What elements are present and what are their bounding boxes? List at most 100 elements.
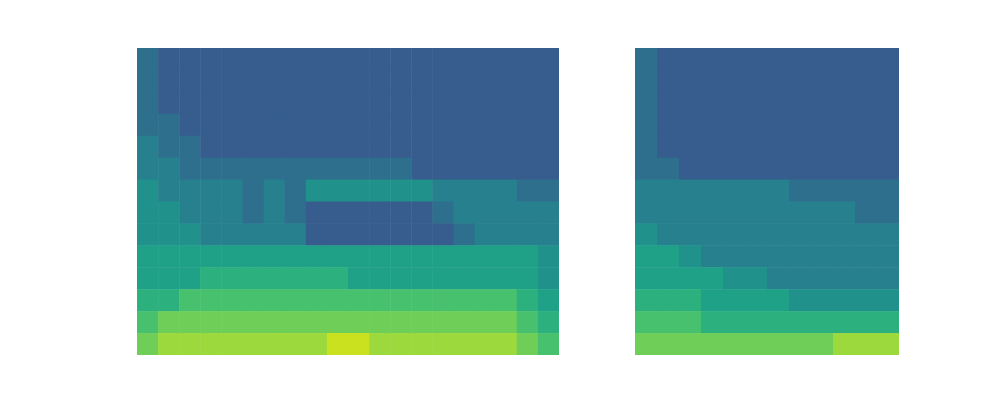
cell <box>855 311 878 333</box>
cell <box>327 289 349 311</box>
cell <box>137 289 159 311</box>
cell <box>745 223 768 245</box>
cell <box>767 333 790 355</box>
cell <box>811 180 834 202</box>
cell <box>679 245 702 267</box>
cell <box>635 202 658 224</box>
cell <box>327 114 349 136</box>
cell <box>767 180 790 202</box>
cell <box>390 267 412 289</box>
cell <box>833 70 856 92</box>
cell <box>243 114 265 136</box>
cell <box>200 136 222 158</box>
cell <box>496 267 518 289</box>
cell <box>369 202 391 224</box>
cell <box>855 267 878 289</box>
cell <box>635 245 658 267</box>
cell <box>723 136 746 158</box>
cell <box>243 311 265 333</box>
cell <box>475 180 497 202</box>
cell <box>475 48 497 70</box>
cell <box>811 158 834 180</box>
cell <box>327 223 349 245</box>
cell <box>745 114 768 136</box>
cell <box>285 202 307 224</box>
cell <box>327 180 349 202</box>
cell <box>855 180 878 202</box>
cell <box>158 267 180 289</box>
cell <box>179 114 201 136</box>
cell <box>306 158 328 180</box>
cell <box>432 289 454 311</box>
cell <box>877 70 899 92</box>
cell <box>221 180 243 202</box>
cell <box>137 245 159 267</box>
cell <box>137 136 159 158</box>
cell <box>306 114 328 136</box>
cell <box>517 223 539 245</box>
cell <box>877 114 899 136</box>
cell <box>517 311 539 333</box>
cell <box>833 245 856 267</box>
cell <box>723 289 746 311</box>
cell <box>285 245 307 267</box>
cell <box>411 114 433 136</box>
cell <box>137 92 159 114</box>
cell <box>200 223 222 245</box>
cell <box>306 333 328 355</box>
cell <box>454 180 476 202</box>
cell <box>877 136 899 158</box>
cell <box>723 267 746 289</box>
cell <box>348 92 370 114</box>
cell <box>767 311 790 333</box>
cell <box>635 136 658 158</box>
cell <box>745 333 768 355</box>
cell <box>348 202 370 224</box>
cell <box>137 180 159 202</box>
cell <box>454 114 476 136</box>
cell <box>432 70 454 92</box>
cell <box>221 245 243 267</box>
cell <box>327 136 349 158</box>
cell <box>635 267 658 289</box>
cell <box>411 333 433 355</box>
cell <box>657 333 680 355</box>
cell <box>200 333 222 355</box>
cell <box>723 223 746 245</box>
cell <box>390 180 412 202</box>
cell <box>496 114 518 136</box>
cell <box>243 136 265 158</box>
cell <box>200 289 222 311</box>
cell <box>517 202 539 224</box>
cell <box>701 311 724 333</box>
cell <box>264 289 286 311</box>
cell <box>200 180 222 202</box>
cell <box>158 70 180 92</box>
cell <box>475 267 497 289</box>
cell <box>635 311 658 333</box>
cell <box>538 202 559 224</box>
cell <box>538 245 559 267</box>
cell <box>306 223 328 245</box>
cell <box>432 136 454 158</box>
cell <box>877 245 899 267</box>
cell <box>789 180 812 202</box>
cell <box>243 180 265 202</box>
cell <box>496 289 518 311</box>
cell <box>475 136 497 158</box>
cell <box>723 114 746 136</box>
cell <box>657 158 680 180</box>
cell <box>538 114 559 136</box>
cell <box>285 92 307 114</box>
cell <box>745 158 768 180</box>
cell <box>833 48 856 70</box>
cell <box>264 311 286 333</box>
cell <box>432 333 454 355</box>
cell <box>390 289 412 311</box>
cell <box>679 114 702 136</box>
cell <box>285 136 307 158</box>
cell <box>517 158 539 180</box>
cell <box>348 158 370 180</box>
cell <box>789 158 812 180</box>
cell <box>679 311 702 333</box>
